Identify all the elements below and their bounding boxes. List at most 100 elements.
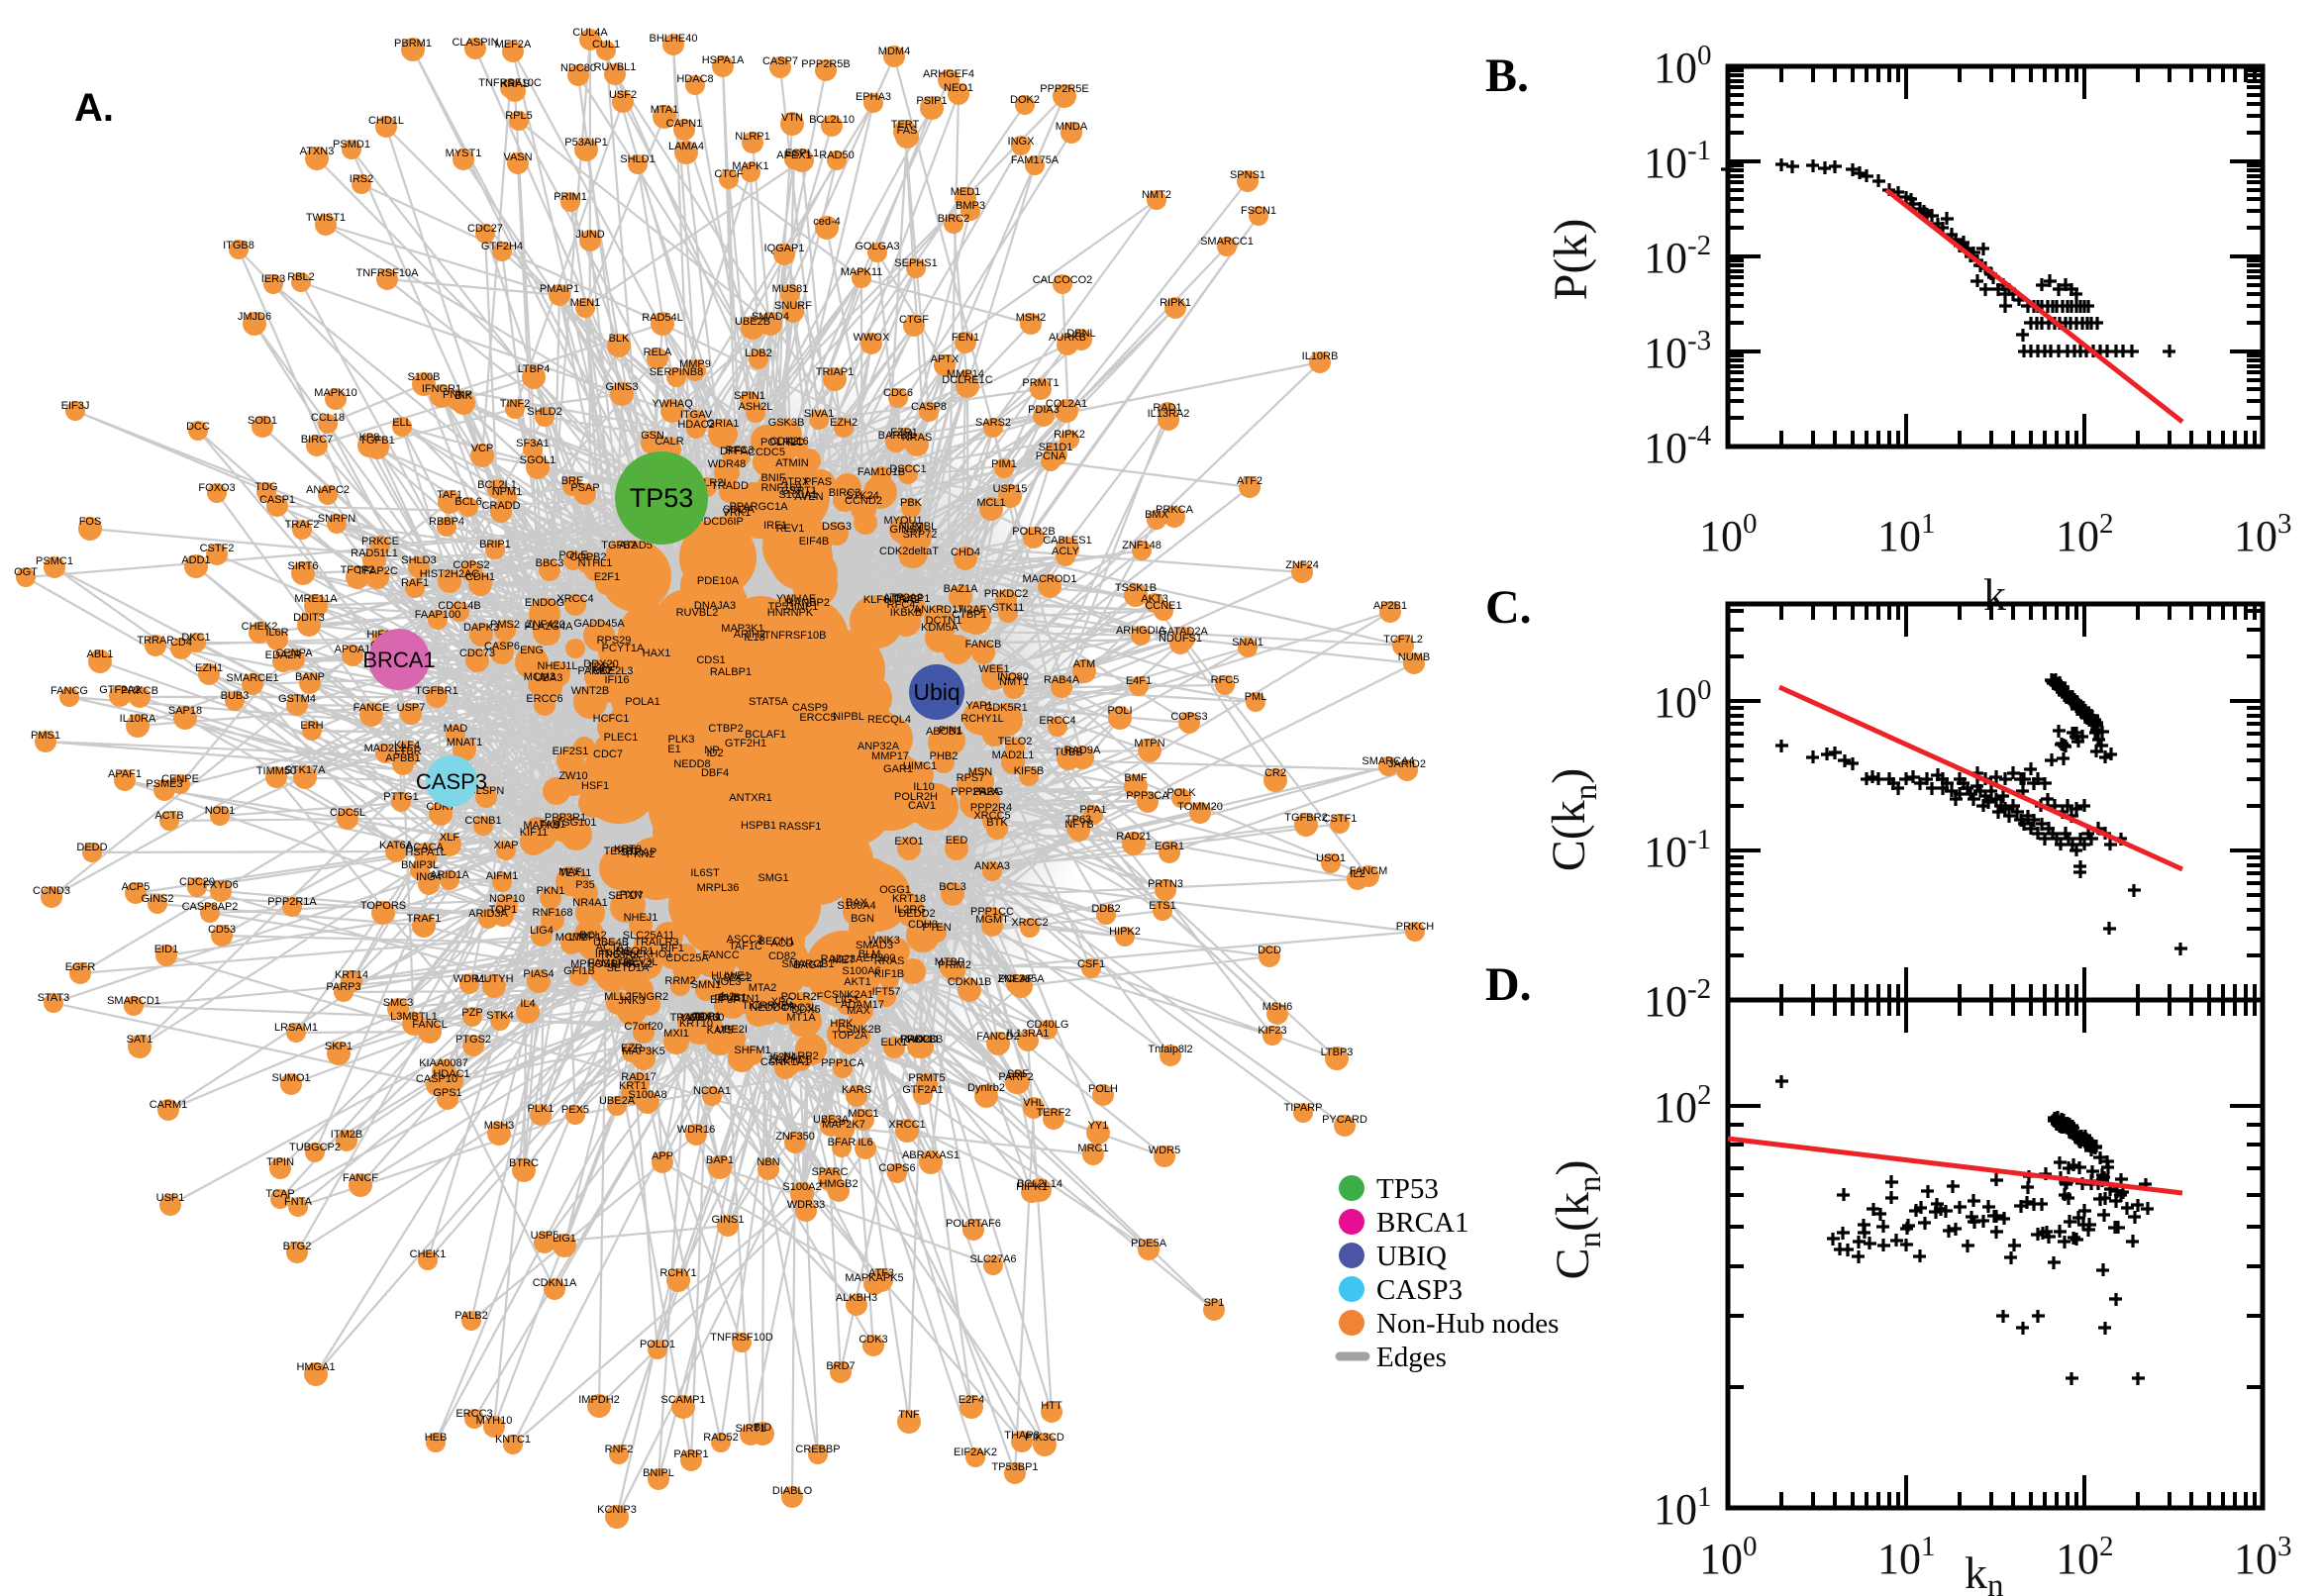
svg-text:NUMB: NUMB bbox=[1398, 651, 1430, 663]
svg-text:ANP32A: ANP32A bbox=[858, 741, 900, 752]
svg-text:PPP2R5E: PPP2R5E bbox=[1040, 83, 1089, 95]
svg-text:10-4: 10-4 bbox=[1644, 420, 1712, 472]
svg-text:ZNF24: ZNF24 bbox=[1285, 559, 1319, 571]
svg-text:TP53: TP53 bbox=[1376, 1173, 1439, 1205]
svg-text:TRRAP: TRRAP bbox=[137, 635, 173, 647]
svg-text:NDC80: NDC80 bbox=[560, 62, 596, 74]
svg-text:MUTYH: MUTYH bbox=[474, 973, 513, 985]
svg-text:UIMC1: UIMC1 bbox=[903, 760, 937, 772]
svg-text:TRAILR3: TRAILR3 bbox=[634, 937, 678, 948]
svg-text:CSTF1: CSTF1 bbox=[1323, 813, 1358, 825]
svg-text:KLF4: KLF4 bbox=[394, 740, 420, 751]
svg-text:PXN: PXN bbox=[620, 889, 643, 901]
svg-text:YY1: YY1 bbox=[1088, 1120, 1109, 1132]
svg-text:SIN3A: SIN3A bbox=[723, 504, 755, 516]
svg-text:YWHAE: YWHAE bbox=[776, 593, 816, 605]
svg-text:POLK: POLK bbox=[1166, 787, 1196, 799]
svg-text:RAD17: RAD17 bbox=[621, 1071, 656, 1083]
svg-text:SHLD2: SHLD2 bbox=[527, 406, 561, 418]
svg-text:BANP: BANP bbox=[295, 671, 325, 683]
svg-text:NLRP1: NLRP1 bbox=[735, 131, 769, 143]
svg-text:EXO1: EXO1 bbox=[894, 836, 923, 848]
svg-text:DCLRE1C: DCLRE1C bbox=[942, 374, 992, 386]
svg-text:POLA1: POLA1 bbox=[625, 696, 659, 708]
svg-text:BFAR: BFAR bbox=[828, 1137, 857, 1148]
svg-text:PPP3CA: PPP3CA bbox=[1126, 790, 1169, 802]
svg-text:Cn(kn): Cn(kn) bbox=[1547, 1160, 1608, 1280]
svg-text:TFAP2C: TFAP2C bbox=[356, 565, 398, 577]
svg-text:KRT1: KRT1 bbox=[619, 1080, 647, 1092]
svg-text:IL2RG: IL2RG bbox=[894, 904, 926, 916]
svg-text:DNAJA3: DNAJA3 bbox=[694, 600, 736, 612]
svg-text:A.: A. bbox=[74, 86, 114, 130]
svg-text:VCP: VCP bbox=[471, 443, 494, 454]
svg-text:MMP14: MMP14 bbox=[947, 368, 984, 380]
svg-text:TDP1: TDP1 bbox=[693, 1011, 721, 1023]
svg-text:HSF1: HSF1 bbox=[581, 780, 609, 792]
svg-text:USF2: USF2 bbox=[609, 89, 637, 101]
svg-text:SMARCD1: SMARCD1 bbox=[107, 995, 160, 1007]
svg-text:PALB2: PALB2 bbox=[454, 1310, 487, 1322]
svg-text:SH3GL2: SH3GL2 bbox=[611, 958, 653, 970]
svg-text:MAP3K5: MAP3K5 bbox=[622, 1046, 664, 1057]
svg-text:CCDC5: CCDC5 bbox=[748, 447, 785, 458]
svg-text:UBE2I: UBE2I bbox=[716, 1024, 748, 1036]
svg-text:EIF2AK2: EIF2AK2 bbox=[954, 1446, 997, 1458]
svg-text:WDR1: WDR1 bbox=[454, 973, 485, 985]
svg-text:PSIP1: PSIP1 bbox=[916, 95, 947, 107]
svg-text:KRT18: KRT18 bbox=[892, 893, 926, 905]
svg-text:MYST1: MYST1 bbox=[446, 148, 482, 159]
svg-text:RASSF1: RASSF1 bbox=[779, 821, 822, 833]
svg-text:RAD21: RAD21 bbox=[1116, 831, 1151, 843]
svg-text:POLL: POLL bbox=[907, 1034, 935, 1046]
svg-text:HEB: HEB bbox=[425, 1432, 448, 1444]
svg-text:BRCA1: BRCA1 bbox=[1376, 1207, 1468, 1239]
svg-text:TICRR: TICRR bbox=[742, 1000, 775, 1012]
svg-text:WNT2B: WNT2B bbox=[571, 685, 610, 697]
svg-text:AVEN: AVEN bbox=[794, 491, 823, 503]
svg-text:MPHOSPH6: MPHOSPH6 bbox=[570, 958, 632, 970]
svg-text:BAX: BAX bbox=[846, 897, 868, 909]
svg-text:KDM5A: KDM5A bbox=[921, 622, 960, 634]
svg-text:PBRM1: PBRM1 bbox=[394, 38, 432, 50]
svg-text:ITM2B: ITM2B bbox=[331, 1129, 362, 1141]
svg-text:PLK1: PLK1 bbox=[528, 1103, 555, 1115]
svg-text:MEF2A: MEF2A bbox=[495, 39, 532, 50]
svg-text:FNTA: FNTA bbox=[284, 1196, 313, 1208]
svg-text:EDA2R: EDA2R bbox=[265, 649, 302, 661]
svg-text:HTT: HTT bbox=[1041, 1400, 1062, 1412]
svg-text:BMF: BMF bbox=[1124, 772, 1148, 784]
svg-text:MAPK9: MAPK9 bbox=[523, 820, 559, 832]
svg-text:NPM1: NPM1 bbox=[492, 486, 523, 498]
svg-text:OGG1: OGG1 bbox=[879, 884, 911, 896]
svg-text:PZP: PZP bbox=[461, 1007, 482, 1019]
svg-text:C(kn): C(kn) bbox=[1543, 768, 1604, 871]
svg-text:CLSPN: CLSPN bbox=[468, 785, 505, 797]
svg-text:RAD1: RAD1 bbox=[1153, 402, 1181, 414]
svg-text:EIF2S1: EIF2S1 bbox=[553, 746, 589, 757]
svg-text:AKT1: AKT1 bbox=[844, 976, 871, 988]
svg-text:MAP3K1: MAP3K1 bbox=[721, 623, 763, 635]
svg-text:MYOU1: MYOU1 bbox=[883, 515, 922, 527]
svg-text:BNIP3L: BNIP3L bbox=[401, 859, 439, 871]
svg-text:MRC1: MRC1 bbox=[1077, 1143, 1108, 1154]
svg-text:TNFRSF10B: TNFRSF10B bbox=[764, 630, 827, 642]
svg-text:STK11: STK11 bbox=[992, 602, 1025, 614]
svg-text:NTHL1: NTHL1 bbox=[578, 557, 613, 569]
svg-text:UBE2A: UBE2A bbox=[599, 1095, 636, 1107]
svg-text:CASP8AP2: CASP8AP2 bbox=[182, 901, 239, 913]
svg-text:MTBP: MTBP bbox=[935, 956, 965, 968]
svg-text:FANCM: FANCM bbox=[1350, 865, 1388, 877]
svg-text:RAD52: RAD52 bbox=[703, 1432, 738, 1444]
svg-text:TP63: TP63 bbox=[1065, 814, 1091, 826]
svg-text:SE1D1: SE1D1 bbox=[1039, 442, 1073, 453]
svg-text:MTA1: MTA1 bbox=[651, 104, 679, 116]
svg-text:SEPHS1: SEPHS1 bbox=[894, 257, 937, 269]
svg-text:RALBP1: RALBP1 bbox=[710, 666, 752, 678]
svg-text:PARP2: PARP2 bbox=[998, 1071, 1033, 1083]
svg-text:BTK: BTK bbox=[986, 817, 1008, 829]
svg-text:Dynlrb2: Dynlrb2 bbox=[967, 1082, 1005, 1094]
svg-text:CR2: CR2 bbox=[1264, 767, 1286, 779]
svg-text:TOP1: TOP1 bbox=[489, 904, 518, 916]
svg-text:LTBP4: LTBP4 bbox=[518, 363, 551, 375]
